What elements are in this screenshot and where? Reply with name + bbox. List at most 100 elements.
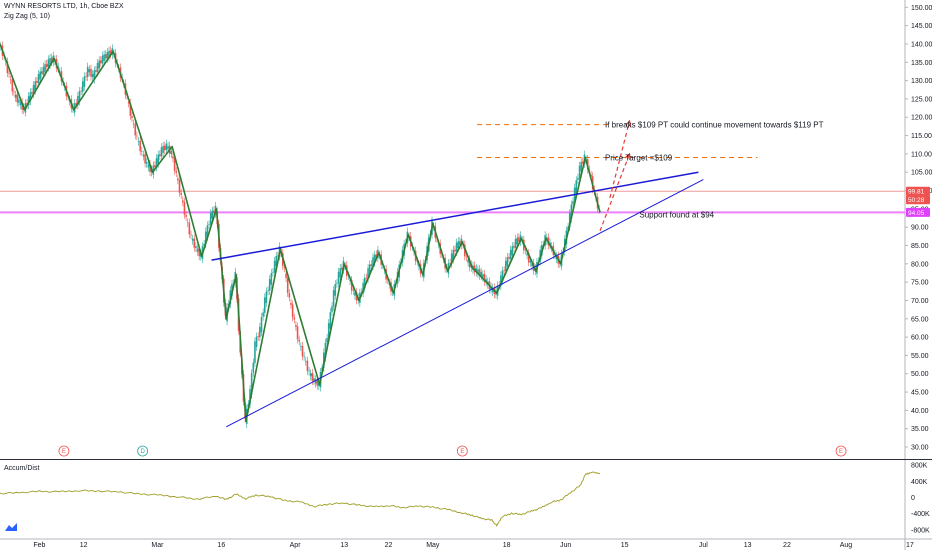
event-marker[interactable] bbox=[58, 445, 70, 457]
candle-body bbox=[213, 210, 215, 214]
candle-body bbox=[170, 150, 173, 155]
x-tick-label: 13 bbox=[744, 542, 752, 549]
y-tick-label: 85.00 bbox=[911, 243, 929, 250]
candle-body bbox=[108, 50, 110, 58]
candle-body bbox=[211, 210, 214, 219]
candle-body bbox=[349, 280, 351, 282]
candle-body bbox=[527, 253, 530, 263]
x-tick-label: 15 bbox=[621, 542, 629, 549]
candle-body bbox=[459, 240, 461, 246]
price-tag-label: 99.81 bbox=[908, 189, 925, 196]
candle-body bbox=[127, 101, 130, 104]
candle-body bbox=[352, 290, 355, 291]
candle-body bbox=[129, 102, 132, 116]
candle-body bbox=[11, 79, 14, 92]
y-tick-label: 80.00 bbox=[911, 261, 929, 268]
candle-body bbox=[209, 213, 212, 225]
candle-body bbox=[301, 346, 304, 357]
candle-body bbox=[96, 63, 99, 73]
candle-body bbox=[160, 147, 163, 157]
candle-body bbox=[45, 63, 48, 67]
candle-body bbox=[32, 85, 35, 95]
candle-body bbox=[331, 306, 333, 312]
y-tick-label: 70.00 bbox=[911, 298, 929, 305]
candle-body bbox=[137, 141, 140, 142]
event-marker[interactable] bbox=[835, 445, 847, 457]
candle-body bbox=[172, 156, 174, 159]
candle-body bbox=[449, 262, 451, 264]
candle-body bbox=[457, 241, 460, 249]
candle-body bbox=[295, 324, 297, 327]
y-tick-label: 135.00 bbox=[911, 60, 932, 67]
accum-tick-label: 0 bbox=[911, 495, 915, 502]
y-tick-label: 140.00 bbox=[911, 41, 932, 48]
accum-dist-line bbox=[0, 471, 601, 527]
event-marker[interactable] bbox=[456, 445, 468, 457]
candle-body bbox=[132, 123, 135, 125]
candle-body bbox=[293, 317, 296, 320]
candle-body bbox=[259, 326, 261, 338]
candle-body bbox=[185, 215, 187, 217]
candle-body bbox=[577, 178, 579, 180]
x-tick-label: 22 bbox=[783, 542, 791, 549]
candle-body bbox=[42, 66, 45, 75]
candle-body bbox=[277, 255, 279, 257]
candle-body bbox=[300, 346, 302, 347]
candle-body bbox=[509, 249, 512, 260]
candle-body bbox=[29, 92, 32, 102]
candle-body bbox=[309, 373, 312, 377]
candle-body bbox=[477, 269, 479, 274]
candle-body bbox=[93, 70, 96, 80]
candle-body bbox=[155, 158, 158, 168]
candle-body bbox=[483, 273, 486, 282]
candle-body bbox=[337, 271, 340, 284]
candle-body bbox=[206, 225, 209, 238]
candle-body bbox=[482, 274, 484, 278]
candle-body bbox=[175, 171, 178, 173]
candle-body bbox=[44, 64, 46, 73]
candle-body bbox=[196, 248, 199, 252]
x-tick-label: Aug bbox=[840, 542, 853, 549]
candle-body bbox=[582, 161, 584, 164]
candle-body bbox=[286, 277, 289, 293]
candle-body bbox=[180, 193, 182, 195]
candle-body bbox=[136, 135, 138, 137]
candle-body bbox=[452, 249, 455, 260]
candle-body bbox=[578, 165, 581, 179]
event-marker[interactable] bbox=[137, 445, 149, 457]
y-tick-label: 125.00 bbox=[911, 96, 932, 103]
y-tick-label: 145.00 bbox=[911, 23, 932, 30]
candle-body bbox=[334, 284, 337, 296]
candle-body bbox=[465, 256, 468, 258]
x-tick-label: Apr bbox=[290, 542, 302, 549]
projection-arrow bbox=[609, 120, 631, 199]
candle-body bbox=[270, 273, 273, 285]
candle-body bbox=[298, 339, 301, 342]
candle-body bbox=[454, 249, 456, 252]
candle-body bbox=[149, 164, 151, 172]
candle-body bbox=[304, 361, 307, 362]
candle-body bbox=[103, 54, 105, 62]
candle-body bbox=[49, 58, 51, 65]
candle-body bbox=[36, 80, 38, 83]
candle-body bbox=[263, 297, 266, 313]
x-tick-label: 12 bbox=[80, 542, 88, 549]
candle-body bbox=[283, 266, 286, 269]
y-tick-label: 30.00 bbox=[911, 445, 929, 452]
indicator-label: Zig Zag (5, 10) bbox=[4, 13, 50, 20]
candle-body bbox=[159, 154, 161, 157]
candle-body bbox=[450, 253, 453, 264]
candle-body bbox=[322, 352, 325, 368]
candle-body bbox=[375, 254, 378, 258]
candle-body bbox=[480, 271, 482, 277]
candle-body bbox=[142, 154, 145, 157]
candle-body bbox=[501, 270, 504, 282]
candle-body bbox=[291, 304, 294, 318]
candle-body bbox=[100, 60, 102, 64]
annotation-text: Price Target =$109 bbox=[605, 154, 673, 163]
candle-body bbox=[186, 222, 189, 224]
x-tick-label: 18 bbox=[503, 542, 511, 549]
candle-body bbox=[590, 174, 592, 177]
